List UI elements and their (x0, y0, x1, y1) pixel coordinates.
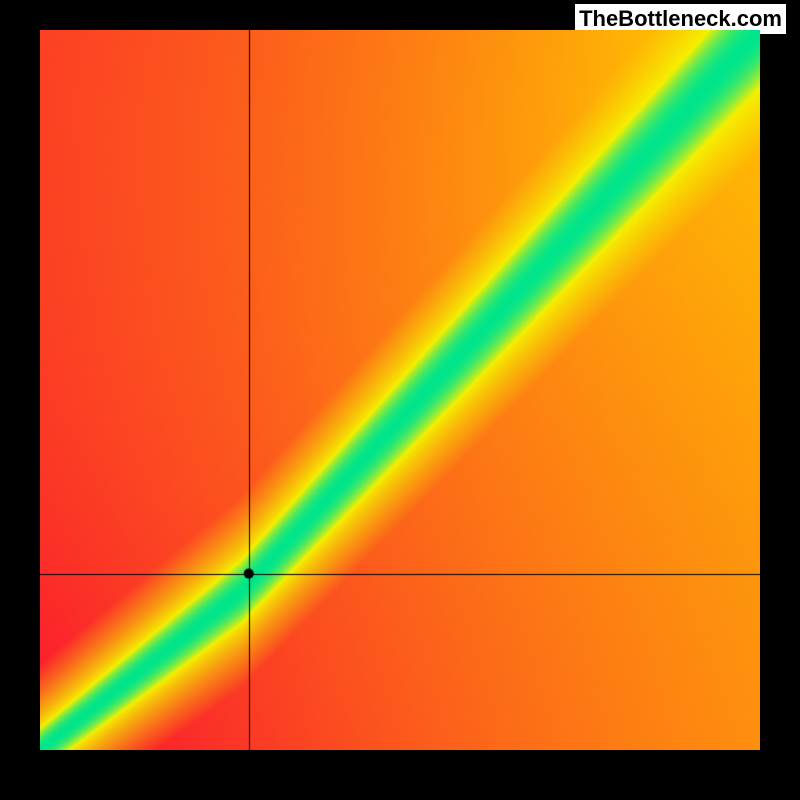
plot-area (40, 30, 760, 750)
bottleneck-heatmap (40, 30, 760, 750)
chart-stage: TheBottleneck.com (0, 0, 800, 800)
